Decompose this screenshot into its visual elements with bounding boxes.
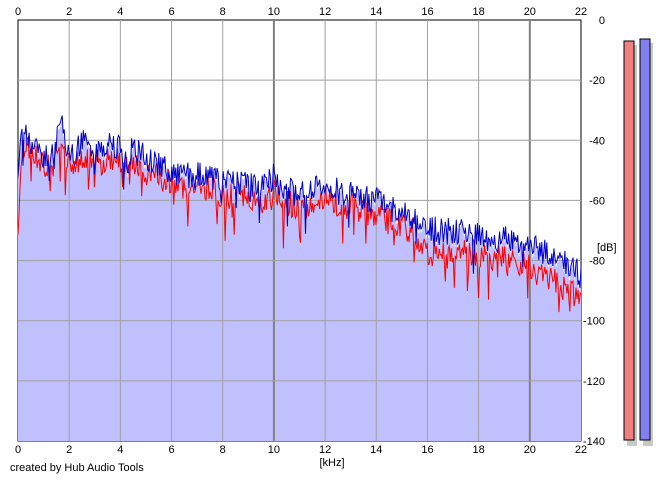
x-axis-label: [kHz] (319, 457, 344, 469)
level-meter-bar (623, 40, 635, 441)
x-tick-label-top: 18 (473, 6, 485, 18)
y-tick-label: -60 (589, 195, 605, 207)
x-tick-label-bottom: 4 (117, 444, 123, 456)
tick-labels: 002244668810101212141416161818202022220-… (15, 6, 605, 456)
y-tick-label: -100 (583, 316, 605, 328)
level-meters (623, 38, 653, 446)
x-tick-label-bottom: 22 (575, 444, 587, 456)
x-tick-label-top: 6 (168, 6, 174, 18)
x-tick-label-top: 2 (66, 6, 72, 18)
y-tick-label: -80 (589, 256, 605, 268)
x-tick-label-bottom: 12 (319, 444, 331, 456)
series-line-red (17, 135, 582, 313)
x-tick-label-bottom: 2 (66, 444, 72, 456)
x-tick-label-bottom: 6 (168, 444, 174, 456)
x-tick-label-top: 14 (370, 6, 382, 18)
x-tick-label-bottom: 18 (473, 444, 485, 456)
x-tick-label-bottom: 10 (268, 444, 280, 456)
x-tick-label-bottom: 8 (220, 444, 226, 456)
y-tick-label: -40 (589, 135, 605, 147)
y-axis-label: [dB] (597, 242, 617, 254)
series-line-blue (17, 115, 582, 288)
x-tick-label-top: 20 (524, 6, 536, 18)
x-tick-label-bottom: 0 (15, 444, 21, 456)
x-tick-label-top: 4 (117, 6, 123, 18)
grid-lines (18, 20, 581, 441)
credit-text: created by Hub Audio Tools (10, 462, 144, 474)
x-tick-label-top: 16 (421, 6, 433, 18)
y-tick-label: -20 (589, 75, 605, 87)
x-tick-label-bottom: 16 (421, 444, 433, 456)
level-meter-bar (639, 38, 651, 441)
x-tick-label-bottom: 20 (524, 444, 536, 456)
x-tick-label-bottom: 14 (370, 444, 382, 456)
x-tick-label-top: 8 (220, 6, 226, 18)
y-tick-label: -140 (583, 436, 605, 448)
y-tick-label: -120 (583, 376, 605, 388)
x-tick-label-top: 12 (319, 6, 331, 18)
x-tick-label-top: 22 (575, 6, 587, 18)
x-tick-label-top: 0 (15, 6, 21, 18)
spectrum-fill-area (18, 119, 581, 441)
x-tick-label-top: 10 (268, 6, 280, 18)
y-tick-label: 0 (599, 15, 605, 27)
